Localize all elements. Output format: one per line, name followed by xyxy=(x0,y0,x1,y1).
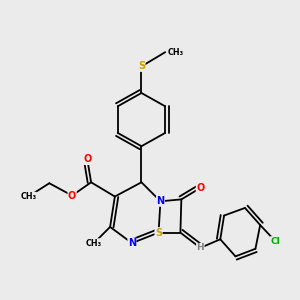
Text: Cl: Cl xyxy=(271,237,280,246)
Text: N: N xyxy=(128,238,136,248)
Text: O: O xyxy=(196,183,205,193)
Text: H: H xyxy=(196,243,204,252)
Text: CH₃: CH₃ xyxy=(20,192,37,201)
Text: S: S xyxy=(155,228,162,238)
Text: CH₃: CH₃ xyxy=(168,48,184,57)
Text: O: O xyxy=(83,154,92,164)
Text: S: S xyxy=(138,61,145,71)
Text: N: N xyxy=(156,196,164,206)
Text: O: O xyxy=(68,190,76,201)
Text: CH₃: CH₃ xyxy=(86,238,102,247)
